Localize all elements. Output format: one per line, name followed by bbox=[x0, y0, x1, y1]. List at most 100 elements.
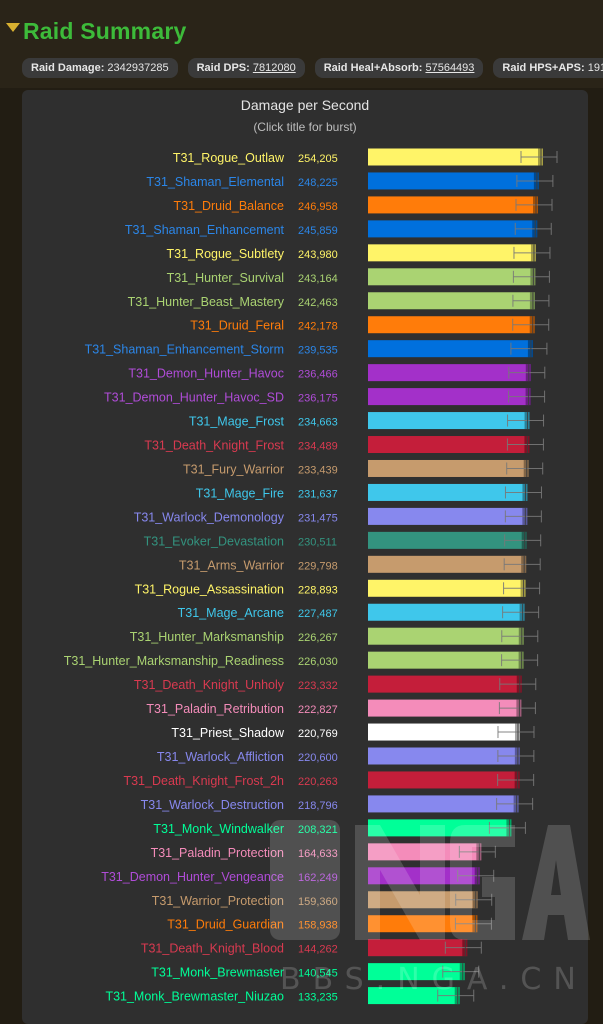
error-bar-t31-monk-windwalker bbox=[488, 819, 526, 837]
dps-value-t31-rogue-outlaw: 254,205 bbox=[298, 153, 338, 165]
dps-bar-t31-druid-guardian[interactable] bbox=[368, 915, 478, 933]
dps-value-t31-demon-hunter-havoc: 236,466 bbox=[298, 369, 338, 381]
spec-label-t31-demon-hunter-havoc: T31_Demon_Hunter_Havoc bbox=[128, 367, 284, 381]
dps-bar-t31-shaman-enhancement-storm[interactable] bbox=[368, 340, 533, 358]
dps-bar-t31-monk-brewmaster-niuzao[interactable] bbox=[368, 987, 460, 1005]
dps-value-t31-arms-warrior: 229,798 bbox=[298, 560, 338, 572]
error-bar-t31-warlock-affliction bbox=[497, 747, 535, 765]
spec-label-t31-hunter-survival: T31_Hunter_Survival bbox=[167, 271, 284, 285]
page-title[interactable]: Raid Summary bbox=[23, 18, 187, 44]
dps-bar-t31-shaman-elemental[interactable] bbox=[368, 172, 539, 190]
dps-bar-t31-mage-frost[interactable] bbox=[368, 412, 530, 430]
dps-bar-t31-hunter-survival[interactable] bbox=[368, 268, 536, 286]
dps-bar-t31-arms-warrior[interactable] bbox=[368, 555, 527, 573]
spec-label-t31-rogue-subtlety: T31_Rogue_Subtlety bbox=[167, 247, 285, 261]
raid-dps-value[interactable]: 7812080 bbox=[252, 62, 296, 74]
dps-bar-t31-monk-brewmaster[interactable] bbox=[368, 963, 465, 981]
dps-bar-t31-evoker-devastation[interactable] bbox=[368, 531, 527, 549]
error-bar-t31-death-knight-blood bbox=[444, 939, 482, 957]
dps-bar-t31-demon-hunter-havoc[interactable] bbox=[368, 364, 531, 382]
dps-bar-t31-death-knight-unholy[interactable] bbox=[368, 675, 522, 693]
error-bar-t31-mage-arcane bbox=[502, 603, 540, 621]
dps-value-t31-priest-shadow: 220,769 bbox=[298, 728, 338, 740]
spec-label-t31-mage-arcane: T31_Mage_Arcane bbox=[178, 606, 284, 620]
dps-value-t31-evoker-devastation: 230,511 bbox=[298, 536, 337, 548]
dps-value-t31-mage-arcane: 227,487 bbox=[298, 608, 338, 620]
dps-value-t31-monk-windwalker: 208,321 bbox=[298, 824, 338, 836]
spec-label-t31-evoker-devastation: T31_Evoker_Devastation bbox=[144, 534, 284, 548]
error-bar-t31-warlock-demonology bbox=[504, 507, 542, 525]
dps-value-t31-shaman-enhancement: 245,859 bbox=[298, 225, 338, 237]
dps-bar-t31-mage-fire[interactable] bbox=[368, 483, 528, 501]
spec-label-t31-monk-brewmaster: T31_Monk_Brewmaster bbox=[151, 966, 284, 980]
chart-title[interactable]: Damage per Second bbox=[240, 97, 370, 113]
spec-label-t31-fury-warrior: T31_Fury_Warrior bbox=[183, 462, 284, 476]
dps-value-t31-demon-hunter-vengeance: 162,249 bbox=[298, 872, 338, 884]
spec-label-t31-death-knight-frost: T31_Death_Knight_Frost bbox=[144, 439, 284, 453]
dps-value-t31-warrior-protection: 159,360 bbox=[298, 896, 338, 908]
dps-value-t31-monk-brewmaster: 140,545 bbox=[298, 968, 338, 980]
dps-bar-t31-fury-warrior[interactable] bbox=[368, 459, 529, 477]
dps-bar-t31-death-knight-frost[interactable] bbox=[368, 436, 530, 454]
spec-label-t31-death-knight-frost-2h: T31_Death_Knight_Frost_2h bbox=[123, 774, 284, 788]
dps-bar-t31-priest-shadow[interactable] bbox=[368, 723, 520, 741]
section-toggle[interactable]: Raid Summary bbox=[6, 18, 186, 45]
spec-label-t31-hunter-beast-mastery: T31_Hunter_Beast_Mastery bbox=[128, 295, 285, 309]
dps-value-t31-mage-fire: 231,637 bbox=[298, 488, 338, 500]
dps-bar-t31-death-knight-blood[interactable] bbox=[368, 939, 468, 957]
dps-bar-t31-warlock-destruction[interactable] bbox=[368, 795, 519, 813]
raid-dps-stat: Raid DPS: 7812080 bbox=[187, 58, 305, 78]
spec-label-t31-monk-brewmaster-niuzao: T31_Monk_Brewmaster_Niuzao bbox=[105, 990, 284, 1004]
error-bar-t31-monk-brewmaster bbox=[442, 963, 480, 981]
spec-label-t31-death-knight-blood: T31_Death_Knight_Blood bbox=[141, 942, 284, 956]
dps-bar-t31-warlock-demonology[interactable] bbox=[368, 507, 528, 525]
dps-bar-t31-hunter-marksmanship[interactable] bbox=[368, 627, 524, 645]
error-bar-t31-warlock-destruction bbox=[496, 795, 534, 813]
dps-bar-t31-rogue-subtlety[interactable] bbox=[368, 244, 536, 262]
spec-label-t31-warrior-protection: T31_Warrior_Protection bbox=[152, 894, 284, 908]
dps-bar-t31-warlock-affliction[interactable] bbox=[368, 747, 520, 765]
error-bar-t31-paladin-protection bbox=[458, 843, 496, 861]
raid-heal-value[interactable]: 57564493 bbox=[425, 62, 475, 74]
error-bar-t31-hunter-marksmanship bbox=[501, 627, 539, 645]
dps-bar-t31-rogue-assassination[interactable] bbox=[368, 579, 526, 597]
dps-bar-t31-monk-windwalker[interactable] bbox=[368, 819, 512, 837]
dps-bar-t31-mage-arcane[interactable] bbox=[368, 603, 525, 621]
dps-bar-t31-death-knight-frost-2h[interactable] bbox=[368, 771, 520, 789]
dps-bar-t31-warrior-protection[interactable] bbox=[368, 891, 478, 909]
dps-bar-t31-rogue-outlaw[interactable] bbox=[368, 148, 543, 166]
dps-value-t31-death-knight-frost: 234,489 bbox=[298, 441, 338, 453]
error-bar-t31-evoker-devastation bbox=[504, 531, 542, 549]
dps-bar-t31-shaman-enhancement[interactable] bbox=[368, 220, 538, 238]
error-bar-t31-paladin-retribution bbox=[498, 699, 536, 717]
error-bar-t31-fury-warrior bbox=[506, 459, 544, 477]
dps-bar-t31-druid-balance[interactable] bbox=[368, 196, 539, 214]
dps-bar-t31-paladin-retribution[interactable] bbox=[368, 699, 522, 717]
dps-value-t31-rogue-subtlety: 243,980 bbox=[298, 249, 338, 261]
error-bar-t31-arms-warrior bbox=[503, 555, 541, 573]
raid-stats: Raid Damage: 2342937285 Raid DPS: 781208… bbox=[22, 58, 603, 78]
spec-label-t31-death-knight-unholy: T31_Death_Knight_Unholy bbox=[134, 678, 285, 692]
dps-value-t31-hunter-marksmanship-readiness: 226,030 bbox=[298, 656, 338, 668]
error-bar-t31-rogue-outlaw bbox=[520, 148, 558, 166]
dps-bar-t31-hunter-marksmanship-readiness[interactable] bbox=[368, 651, 524, 669]
dps-bar-t31-paladin-protection[interactable] bbox=[368, 843, 482, 861]
error-bar-t31-mage-fire bbox=[504, 483, 542, 501]
error-bar-t31-rogue-subtlety bbox=[513, 244, 551, 262]
raid-hps-label: Raid HPS+APS: bbox=[502, 62, 585, 74]
spec-label-t31-hunter-marksmanship-readiness: T31_Hunter_Marksmanship_Readiness bbox=[64, 654, 284, 668]
error-bar-t31-demon-hunter-vengeance bbox=[457, 867, 495, 885]
dps-value-t31-paladin-protection: 164,633 bbox=[298, 848, 338, 860]
spec-label-t31-mage-fire: T31_Mage_Fire bbox=[196, 486, 284, 500]
spec-label-t31-hunter-marksmanship: T31_Hunter_Marksmanship bbox=[130, 630, 284, 644]
spec-label-t31-warlock-destruction: T31_Warlock_Destruction bbox=[141, 798, 284, 812]
dps-bar-t31-hunter-beast-mastery[interactable] bbox=[368, 292, 535, 310]
error-bar-t31-druid-balance bbox=[515, 196, 553, 214]
error-bar-t31-hunter-beast-mastery bbox=[512, 292, 550, 310]
dps-value-t31-rogue-assassination: 228,893 bbox=[298, 584, 338, 596]
collapse-triangle-icon[interactable] bbox=[6, 23, 20, 32]
dps-value-t31-death-knight-frost-2h: 220,263 bbox=[298, 776, 338, 788]
dps-bar-t31-druid-feral[interactable] bbox=[368, 316, 535, 334]
dps-bar-t31-demon-hunter-havoc-sd[interactable] bbox=[368, 388, 531, 406]
dps-bar-t31-demon-hunter-vengeance[interactable] bbox=[368, 867, 480, 885]
